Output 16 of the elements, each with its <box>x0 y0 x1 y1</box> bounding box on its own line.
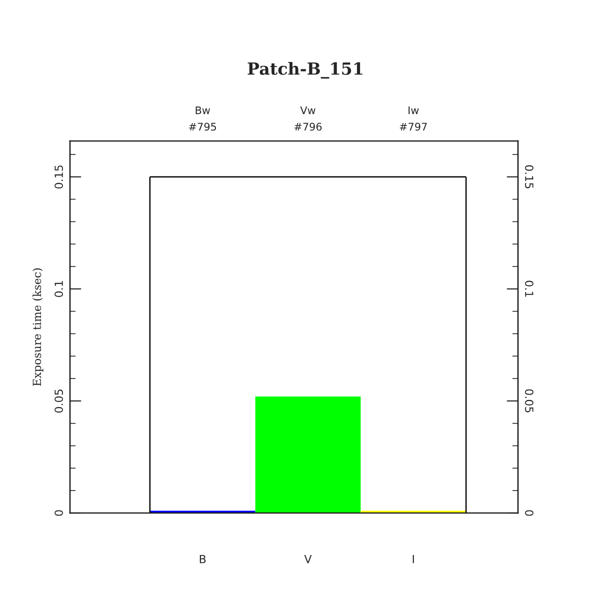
y-tick-label: 0.1 <box>54 281 63 298</box>
y2-tick-label: 0.1 <box>525 280 534 297</box>
x-tick-label: B <box>200 555 206 564</box>
y2-tick-label: 0.05 <box>525 389 534 412</box>
y-tick-label: 0 <box>54 510 63 516</box>
y-tick-label: 0.05 <box>54 390 63 413</box>
y2-tick-label: 0.15 <box>525 165 534 188</box>
text: Bw #795 <box>189 106 216 131</box>
x-tick-label: V <box>304 555 312 564</box>
text: Iw #797 <box>400 106 427 131</box>
x-tick-label: I <box>412 555 414 564</box>
y2-tick-label: 0 <box>525 510 534 516</box>
text: Vw #796 <box>294 106 322 131</box>
chart-title: Patch-B_151 <box>248 62 362 79</box>
y-tick-label: 0.15 <box>54 165 63 188</box>
y-axis-title: Exposure time (ksec) <box>32 268 44 386</box>
